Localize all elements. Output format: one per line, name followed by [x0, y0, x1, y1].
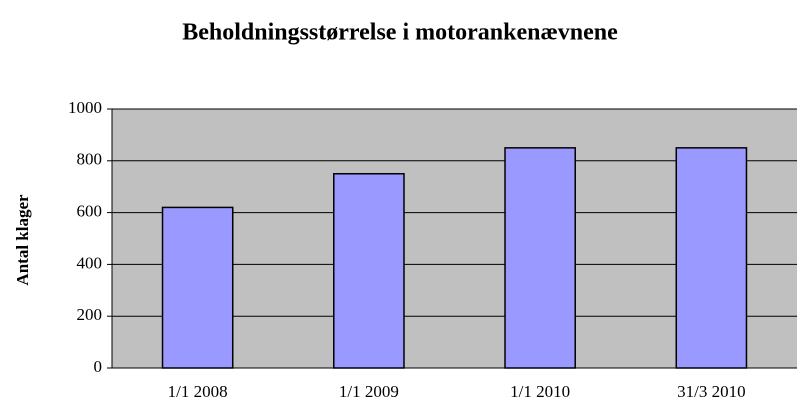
- y-tick-label: 400: [77, 253, 103, 272]
- y-tick-label: 0: [94, 357, 103, 376]
- x-tick-label: 1/1 2008: [168, 382, 228, 401]
- x-tick-label: 1/1 2009: [339, 382, 399, 401]
- chart-title: Beholdningsstørrelse i motorankenævnene: [182, 20, 618, 46]
- y-tick-label: 200: [77, 305, 103, 324]
- y-axis-label: Antal klager: [13, 194, 32, 286]
- bar: [675, 147, 748, 369]
- y-tick-label: 1000: [68, 98, 102, 117]
- x-tick-label: 31/3 2010: [677, 382, 745, 401]
- bar: [333, 173, 405, 369]
- bar: [161, 206, 234, 369]
- y-tick-label: 600: [77, 202, 103, 221]
- x-tick-label: 1/1 2010: [510, 382, 570, 401]
- y-tick-label: 800: [77, 150, 103, 169]
- bar: [504, 147, 576, 369]
